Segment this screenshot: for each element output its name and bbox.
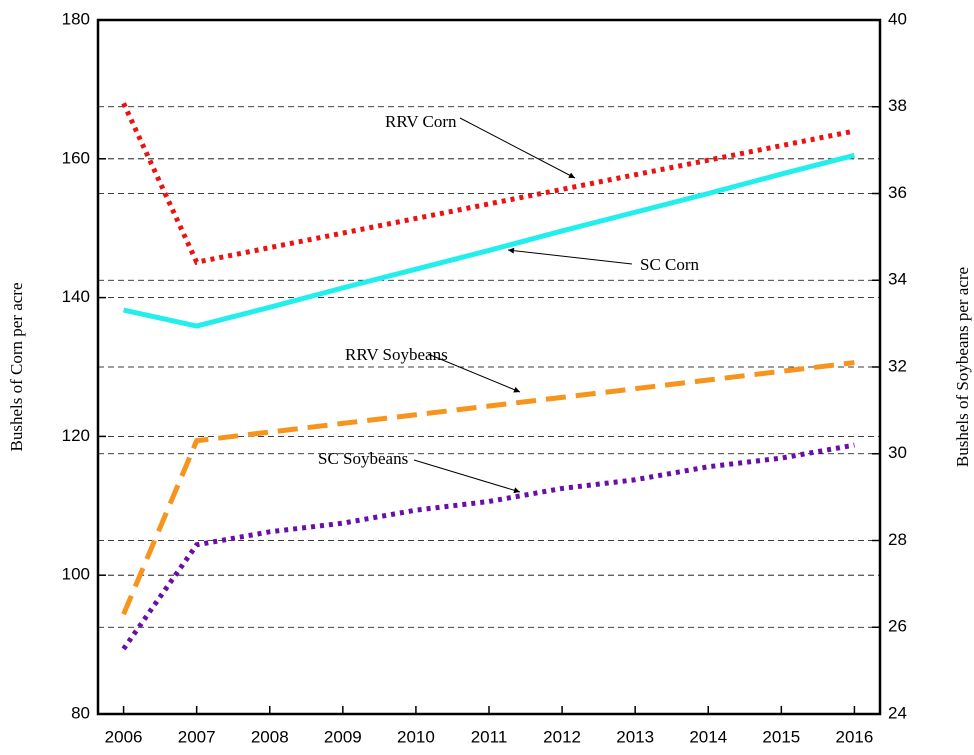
- y-axis-label: Bushels of Corn per acre: [7, 282, 26, 451]
- x-tick-label: 2015: [762, 727, 800, 746]
- y2-tick-label: 30: [888, 443, 907, 462]
- x-tick-label: 2016: [836, 727, 874, 746]
- y2-tick-label: 24: [888, 703, 907, 722]
- y-tick-label: 160: [62, 148, 90, 167]
- y2-axis-label: Bushels of Soybeans per acre: [953, 267, 972, 467]
- arrow: [413, 459, 521, 494]
- series-annotation: SC Corn: [640, 255, 700, 274]
- series-line: [121, 442, 855, 651]
- y-tick-label: 180: [62, 9, 90, 28]
- x-tick-label: 2013: [616, 727, 654, 746]
- arrow: [459, 117, 576, 179]
- series-annotation: SC Soybeans: [318, 449, 408, 468]
- series-line: [123, 152, 856, 329]
- x-tick-label: 2012: [543, 727, 581, 746]
- y-tick-label: 120: [62, 426, 90, 445]
- series-line: [121, 102, 855, 266]
- x-tick-label: 2007: [178, 727, 216, 746]
- x-tick-label: 2008: [251, 727, 289, 746]
- annotation-arrows: [413, 117, 633, 494]
- arrow: [427, 353, 521, 393]
- series-line: [121, 360, 855, 616]
- x-tick-label: 2011: [471, 727, 508, 746]
- x-tick-label: 2014: [689, 727, 727, 746]
- y2-tick-label: 40: [888, 9, 907, 28]
- x-tick-label: 2009: [324, 727, 362, 746]
- x-tick-label: 2006: [105, 727, 143, 746]
- series-annotation: RRV Soybeans: [345, 345, 448, 364]
- grid: [98, 106, 880, 628]
- y2-tick-label: 34: [888, 270, 907, 289]
- y-tick-label: 140: [62, 287, 90, 306]
- y2-tick-label: 28: [888, 530, 907, 549]
- y-tick-label: 100: [62, 565, 90, 584]
- y2-tick-label: 32: [888, 356, 907, 375]
- x-tick-label: 2010: [397, 727, 435, 746]
- y2-tick-label: 38: [888, 96, 907, 115]
- y2-tick-label: 26: [888, 617, 907, 636]
- series-annotation: RRV Corn: [385, 112, 457, 131]
- y2-tick-label: 36: [888, 183, 907, 202]
- arrow: [507, 247, 633, 265]
- lines: [121, 102, 856, 651]
- y-tick-label: 80: [71, 703, 90, 722]
